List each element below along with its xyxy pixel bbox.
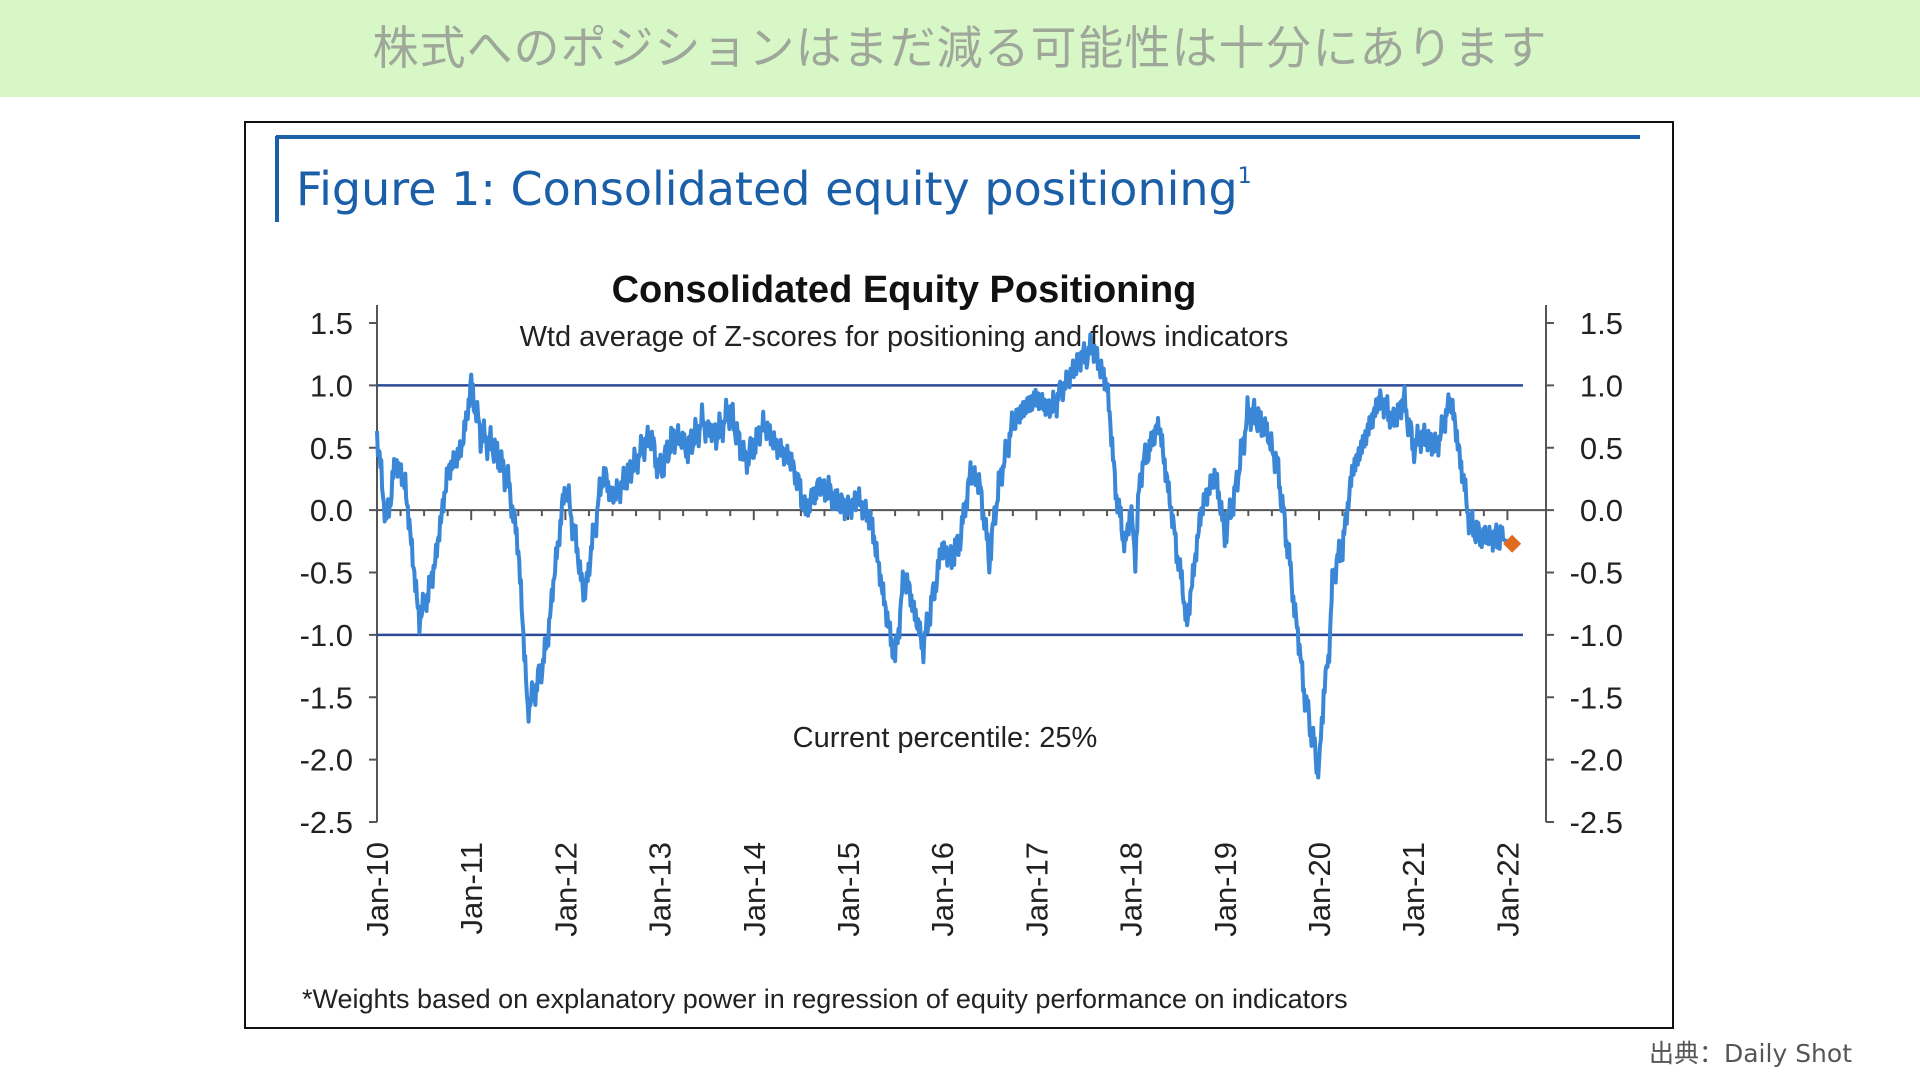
chart-title: Consolidated Equity Positioning [612,269,1197,311]
x-tick-label: Jan-19 [1208,842,1243,937]
x-tick-label: Jan-11 [454,842,489,935]
x-tick-label: Jan-14 [737,842,772,937]
y-tick-label-left: 0.0 [310,493,353,528]
y-tick-label-left: -2.5 [300,805,353,840]
y-tick-label-right: 1.0 [1580,368,1623,403]
y-tick-label-left: 0.5 [310,431,353,466]
banner-title: 株式へのポジションはまだ減る可能性は十分にあります [372,21,1548,75]
y-tick-label-right: 0.5 [1580,431,1623,466]
title-banner [0,0,1920,97]
x-tick-label: Jan-17 [1019,842,1054,937]
figure-frame [244,121,1674,1029]
y-tick-label-right: -0.5 [1570,556,1623,591]
current-point-marker [1503,534,1522,553]
figure-title: Figure 1: Consolidated equity positionin… [296,162,1252,216]
y-tick-label-right: -2.5 [1570,805,1623,840]
y-tick-label-right: -1.0 [1570,618,1623,653]
y-tick-label-right: -1.5 [1570,680,1623,715]
source-note: 出典：Daily Shot [1648,1039,1852,1068]
y-tick-label-left: 1.0 [310,368,353,403]
y-tick-label-right: 1.5 [1580,306,1623,341]
x-tick-label: Jan-21 [1396,842,1431,937]
x-tick-label: Jan-10 [360,842,395,937]
y-tick-label-left: -1.0 [300,618,353,653]
figure-title-superscript: 1 [1237,164,1252,189]
x-tick-label: Jan-16 [925,842,960,937]
y-tick-label-left: -0.5 [300,556,353,591]
chart-annotation: Current percentile: 25% [793,722,1098,754]
header-rule [275,135,1640,222]
chart-subtitle: Wtd average of Z-scores for positioning … [520,321,1289,353]
figure-title-text: Figure 1: Consolidated equity positionin… [296,162,1238,216]
series-line [375,332,1514,780]
x-tick-label: Jan-12 [548,842,583,937]
x-tick-label: Jan-15 [831,842,866,937]
y-tick-label-left: 1.5 [310,306,353,341]
chart-footnote: *Weights based on explanatory power in r… [302,984,1348,1014]
y-tick-label-left: -2.0 [300,743,353,778]
x-tick-label: Jan-22 [1490,842,1525,937]
x-tick-label: Jan-13 [643,842,678,937]
y-tick-label-left: -1.5 [300,680,353,715]
y-tick-label-right: -2.0 [1570,743,1623,778]
x-tick-label: Jan-18 [1114,842,1149,937]
x-tick-label: Jan-20 [1302,842,1337,937]
y-tick-label-right: 0.0 [1580,493,1623,528]
